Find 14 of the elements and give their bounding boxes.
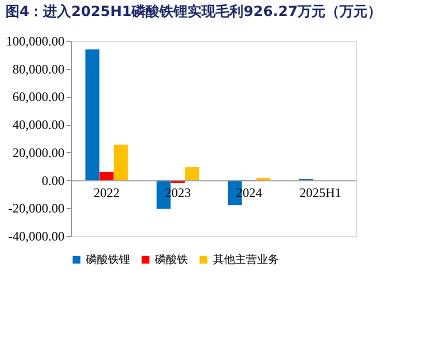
y-tick-label: 20,000.00 xyxy=(12,144,64,160)
y-tick-label: 60,000.00 xyxy=(12,89,64,104)
chart-title: 图4：进入2025H1磷酸铁锂实现毛利926.27万元（万元） xyxy=(6,3,382,20)
y-tick-label: -20,000.00 xyxy=(8,200,64,216)
legend-label: 磷酸铁 xyxy=(154,252,188,266)
y-tick-label: 100,000.00 xyxy=(6,34,64,48)
y-tick-label: 80,000.00 xyxy=(12,61,64,76)
legend-label: 磷酸铁锂 xyxy=(85,252,130,266)
legend-label: 其他主营业务 xyxy=(213,252,279,266)
x-tick-label: 2022 xyxy=(94,184,120,200)
y-tick-label: 0.00 xyxy=(42,172,64,188)
y-tick-label: -40,000.00 xyxy=(8,228,64,244)
y-tick-label: 40,000.00 xyxy=(12,117,64,132)
x-tick-label: 2025H1 xyxy=(299,184,342,200)
